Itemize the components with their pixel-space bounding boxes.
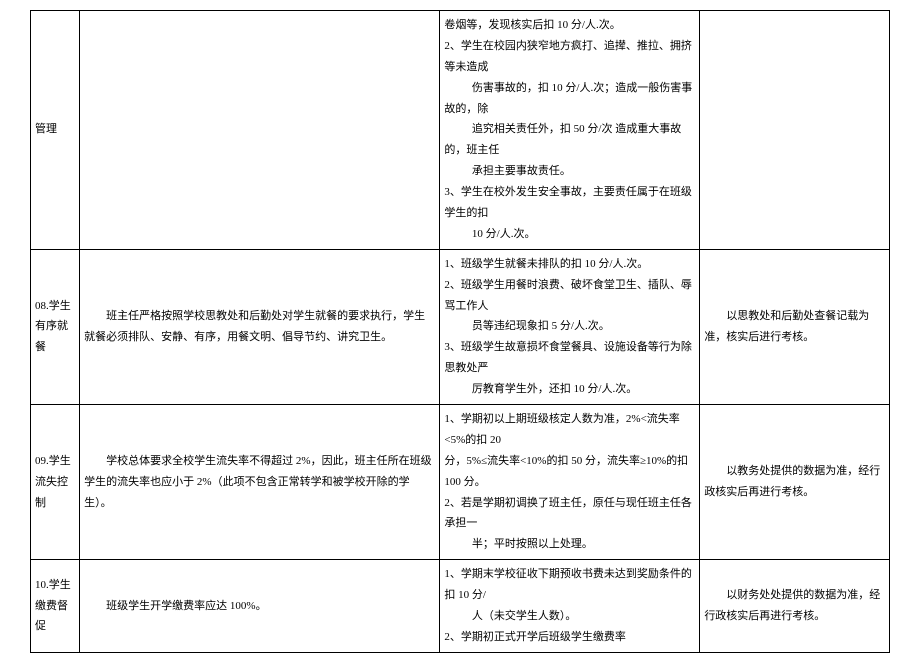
cell-requirement: 学校总体要求全校学生流失率不得超过 2%，因此，班主任所在班级学生的流失率也应小…: [80, 405, 440, 560]
cell-deduction: 1、班级学生就餐未排队的扣 10 分/人.次。2、班级学生用餐时浪费、破坏食堂卫…: [440, 249, 700, 404]
cell-deduction: 1、学期初以上期班级核定人数为准，2%<流失率<5%的扣 20分，5%≤流失率<…: [440, 405, 700, 560]
cell-deduction: 卷烟等，发现核实后扣 10 分/人.次。2、学生在校园内狭窄地方疯打、追撵、推拉…: [440, 11, 700, 250]
table-row: 09.学生流失控制 学校总体要求全校学生流失率不得超过 2%，因此，班主任所在班…: [31, 405, 890, 560]
cell-requirement: [80, 11, 440, 250]
cell-basis: 以思教处和后勤处查餐记载为准，核实后进行考核。: [700, 249, 890, 404]
table-row: 08.学生有序就餐 班主任严格按照学校思教处和后勤处对学生就餐的要求执行，学生就…: [31, 249, 890, 404]
cell-deduction: 1、学期末学校征收下期预收书费未达到奖励条件的扣 10 分/ 人（未交学生人数）…: [440, 560, 700, 653]
cell-basis: 以教务处提供的数据为准，经行政核实后再进行考核。: [700, 405, 890, 560]
cell-basis: [700, 11, 890, 250]
assessment-table: 管理 卷烟等，发现核实后扣 10 分/人.次。2、学生在校园内狭窄地方疯打、追撵…: [30, 10, 890, 653]
cell-basis: 以财务处处提供的数据为准，经行政核实后再进行考核。: [700, 560, 890, 653]
cell-requirement: 班主任严格按照学校思教处和后勤处对学生就餐的要求执行，学生就餐必须排队、安静、有…: [80, 249, 440, 404]
table-row: 管理 卷烟等，发现核实后扣 10 分/人.次。2、学生在校园内狭窄地方疯打、追撵…: [31, 11, 890, 250]
cell-category: 管理: [31, 11, 80, 250]
cell-category: 10.学生缴费督促: [31, 560, 80, 653]
table-row: 10.学生缴费督促 班级学生开学缴费率应达 100%。 1、学期末学校征收下期预…: [31, 560, 890, 653]
cell-category: 09.学生流失控制: [31, 405, 80, 560]
cell-requirement: 班级学生开学缴费率应达 100%。: [80, 560, 440, 653]
cell-category: 08.学生有序就餐: [31, 249, 80, 404]
